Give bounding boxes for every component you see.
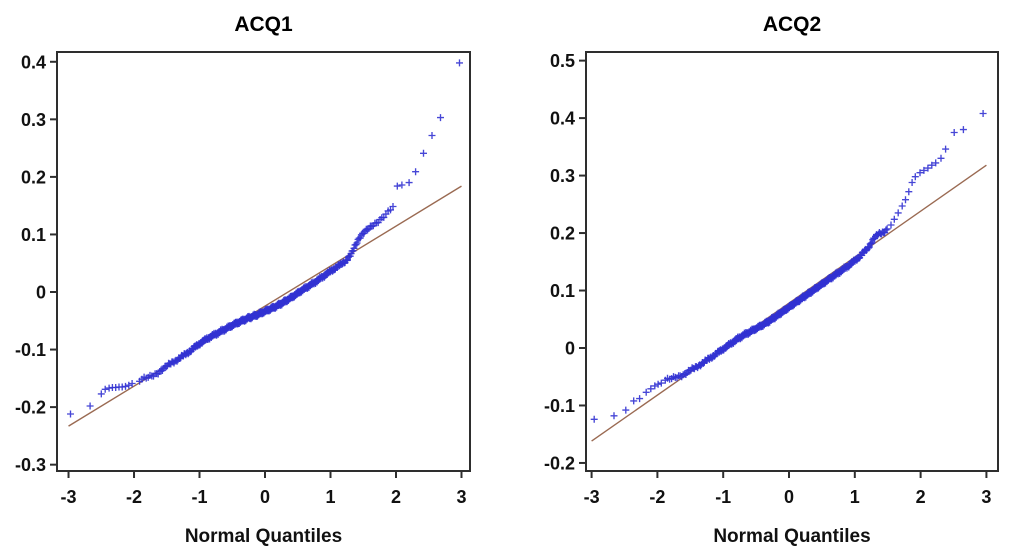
x-tick-label: 2 — [916, 487, 926, 507]
y-tick-label: -0.1 — [15, 340, 46, 360]
y-tick-label: 0 — [565, 339, 575, 359]
data-points — [67, 59, 463, 418]
plot-frame — [56, 51, 471, 472]
y-tick-label: 0.4 — [550, 109, 575, 129]
axis-ticks: 0.5 0.4 0.3 0.2 0.1 0 -0.1 -0.2 -3 -2 -1 0 1 2 3 — [544, 51, 991, 507]
x-tick-label: 1 — [325, 487, 335, 507]
qq-plot-acq2: ACQ2 0.50.40.30.20.10-0.1-0.2-3 -2 -1 0 1 2 3 … — [544, 13, 999, 547]
y-tick-label: 0.3 — [21, 110, 46, 130]
x-axis-label-acq2: Normal Quantiles — [713, 526, 870, 547]
x-tick-label: -1 — [192, 487, 208, 507]
plot-title-acq2: ACQ2 — [763, 13, 821, 36]
y-tick-label: 0.2 — [550, 224, 575, 244]
y-tick-label: -0.1 — [544, 396, 575, 416]
y-tick-label: 0.2 — [21, 167, 46, 187]
y-tick-label: 0.1 — [21, 225, 46, 245]
y-tick-label: -0.2 — [544, 453, 575, 473]
data-points — [590, 110, 987, 423]
plot-title-acq1: ACQ1 — [234, 13, 293, 36]
y-tick-label: 0.4 — [21, 52, 46, 72]
x-tick-label: 2 — [391, 487, 401, 507]
x-tick-label: 3 — [981, 487, 991, 507]
x-tick-label: -2 — [649, 487, 665, 507]
plot-frame — [585, 51, 999, 472]
x-tick-label: 0 — [260, 487, 270, 507]
reference-line — [68, 185, 462, 427]
x-tick-label: -3 — [584, 487, 600, 507]
y-tick-label: 0.1 — [550, 281, 575, 301]
x-axis-label-acq1: Normal Quantiles — [185, 526, 342, 547]
y-tick-label: 0 — [36, 283, 46, 303]
x-tick-label: -2 — [126, 487, 142, 507]
y-tick-label: -0.2 — [15, 398, 46, 418]
axis-ticks: 0.4 0.3 0.2 0.1 0 -0.1 -0.2 -0.3 -3 -2 -1 0 1 2 3 — [15, 52, 467, 507]
x-tick-label: 0 — [784, 487, 794, 507]
x-tick-label: 1 — [850, 487, 860, 507]
y-tick-label: 0.5 — [550, 51, 575, 71]
y-tick-label: -0.3 — [15, 455, 46, 475]
x-tick-label: 3 — [456, 487, 466, 507]
y-tick-label: 0.3 — [550, 166, 575, 186]
qq-plot-acq1: ACQ1 0.4 0.3 0.2 0.1 0 -0.1 -0.2 -0.3 -3 -2 -1 0 1 2 3… — [15, 13, 471, 547]
x-tick-label: -3 — [61, 487, 77, 507]
x-tick-label: -1 — [715, 487, 731, 507]
